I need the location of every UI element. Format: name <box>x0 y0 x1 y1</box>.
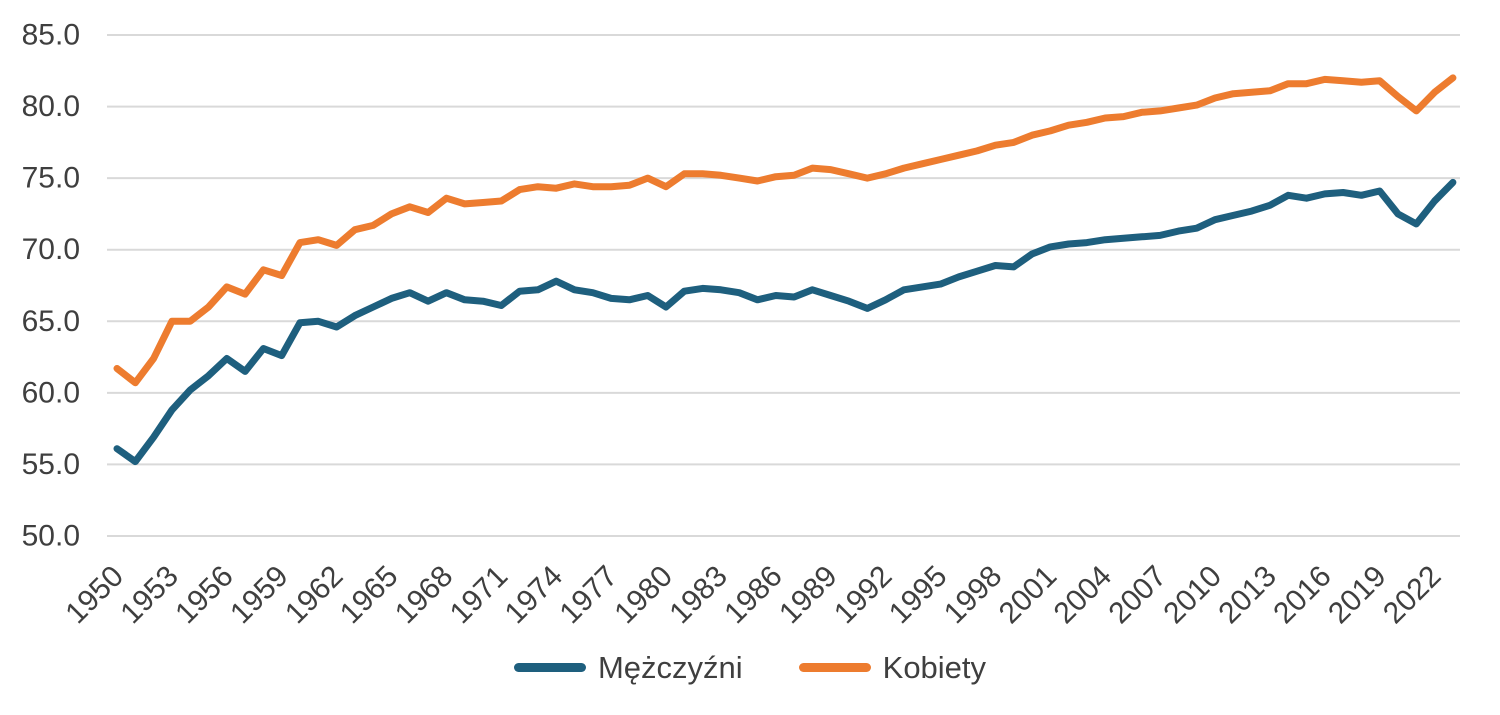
y-tick-label: 85.0 <box>22 19 80 52</box>
x-tick-label: 1965 <box>334 560 405 631</box>
chart-canvas: 85.080.075.070.065.060.055.050.0 1950195… <box>22 19 1460 631</box>
x-tick-label: 1974 <box>499 560 570 631</box>
x-tick-label: 2022 <box>1377 560 1448 631</box>
legend: Mężczyźni Kobiety <box>0 652 1500 683</box>
x-tick-label: 1956 <box>169 560 240 631</box>
x-axis-labels: 1950195319561959196219651968197119741977… <box>59 560 1447 631</box>
y-axis-labels: 85.0 80.0 75.0 70.0 65.0 60.0 55.0 50.0 <box>22 19 80 553</box>
x-tick-label: 1959 <box>224 560 295 631</box>
y-tick-label: 55.0 <box>22 448 80 481</box>
y-tick-label: 70.0 <box>22 233 80 266</box>
y-tick-label: 65.0 <box>22 305 80 338</box>
x-tick-label: 1992 <box>828 560 899 631</box>
x-tick-label: 1977 <box>554 560 625 631</box>
x-tick-label: 2001 <box>993 560 1064 631</box>
x-tick-label: 1953 <box>114 560 185 631</box>
line-chart: 85.0 80.0 75.0 70.0 65.0 60.0 55.0 50.0 1950 195… <box>22 19 1460 631</box>
legend-label-men: Mężczyźni <box>597 650 743 685</box>
y-tick-label: 75.0 <box>22 162 80 195</box>
legend-item-men: Mężczyźni <box>513 650 743 685</box>
x-tick-label: 1995 <box>883 560 954 631</box>
series-lines <box>113 74 1457 466</box>
x-tick-label: 2019 <box>1322 560 1393 631</box>
men-line-swatch <box>513 663 586 672</box>
x-tick-label: 1968 <box>389 560 460 631</box>
x-tick-label: 1971 <box>444 560 515 631</box>
y-tick-label: 80.0 <box>22 90 80 123</box>
x-tick-label: 1983 <box>663 560 734 631</box>
x-tick-label: 2013 <box>1212 560 1283 631</box>
x-tick-label: 2007 <box>1103 560 1174 631</box>
x-tick-label: 1950 <box>59 560 130 631</box>
women-line-swatch <box>798 663 871 672</box>
gridlines <box>107 34 1460 537</box>
y-tick-label: 50.0 <box>22 520 80 553</box>
x-tick-label: 1962 <box>279 560 350 631</box>
x-tick-label: 1998 <box>938 560 1009 631</box>
x-tick-label: 1989 <box>773 560 844 631</box>
men-series-line <box>113 178 1457 466</box>
x-tick-label: 2010 <box>1157 560 1228 631</box>
x-tick-label: 1986 <box>718 560 789 631</box>
women-series-line <box>113 74 1457 387</box>
legend-label-women: Kobiety <box>882 650 987 685</box>
y-tick-label: 60.0 <box>22 376 80 409</box>
x-tick-label: 2016 <box>1267 560 1338 631</box>
x-tick-label: 2004 <box>1048 560 1119 631</box>
x-tick-label: 1980 <box>608 560 679 631</box>
legend-item-women: Kobiety <box>798 650 987 685</box>
